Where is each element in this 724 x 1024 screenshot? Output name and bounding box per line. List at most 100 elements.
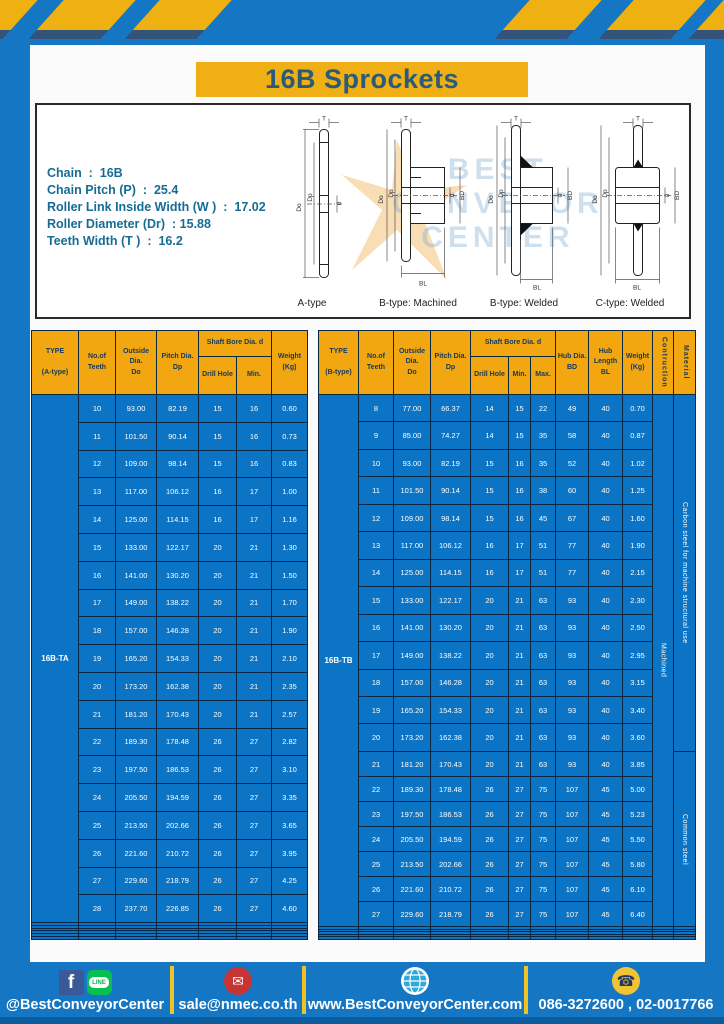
table-cell: 93 [555,586,590,615]
table-cell: 165.20 [115,644,157,673]
table-cell: 40 [588,695,624,725]
svg-text:BL: BL [633,285,641,292]
hazard-stripe [502,0,606,30]
social-icons: f LINE [58,970,112,995]
empty-cell [430,936,471,940]
table-cell: 20 [198,671,237,701]
table-cell: 60 [555,476,590,505]
table-cell: 138.22 [156,588,199,618]
sprocket-b-machined-diagram: T Do Dp d BD BL [365,111,471,311]
type-cell: 16B-TA [31,393,79,924]
table-cell: 28 [78,894,116,924]
col-header-weight: Weight (Kg) [622,330,654,395]
footer-website-section: www.BestConveyorCenter.com [306,964,524,1016]
col-header-min: Min. [508,356,531,395]
table-cell: 1.70 [271,588,308,618]
table-row: 28 237.70 226.85 26 27 4.60 [32,894,308,924]
table-cell: 181.20 [393,751,431,778]
table-cell: 52 [555,448,590,478]
table-cell: 40 [588,558,624,588]
table-row: 21 181.20 170.43 20 21 63 93 40 3.85 Common steel [319,751,697,928]
svg-text:d: d [664,193,671,197]
table-cell: 20 [470,641,509,670]
hazard-stripe [36,0,140,30]
table-cell: 40 [588,393,624,423]
table-cell: 75 [529,801,557,828]
col-header-teeth: No.of Teeth [78,330,116,395]
table-cell: 11 [78,421,116,451]
table-cell: 49 [555,393,590,423]
table-cell: 77 [555,531,590,560]
table-cell: 26 [198,783,237,812]
footer-phone-section: ☎ 086-3272600 , 02-0017766 [528,964,724,1016]
col-header-outside-dia: Outside Dia. Do [393,330,431,395]
table-cell: 109.00 [115,449,157,479]
empty-row [318,928,697,933]
empty-cell [78,935,116,941]
table-cell: 170.43 [430,751,471,778]
table-cell: 0.60 [271,394,308,423]
table-cell: 45 [529,503,557,533]
table-cell: 26 [470,801,509,828]
table-cell: 18 [358,668,394,697]
spec-line: Roller Link Inside Width (W ) : 17.02 [47,200,266,214]
material-cell: Carbon steel for machine structural use [673,393,697,753]
website-text[interactable]: www.BestConveyorCenter.com [307,997,523,1013]
table-cell: 35 [529,448,557,478]
col-header-drill-hole: Drill Hole [198,356,237,395]
empty-cell [470,936,509,940]
table-cell: 2.15 [622,558,654,588]
table-cell: 75 [529,776,557,803]
phone-numbers[interactable]: 086-3272600 , 02-0017766 [538,997,714,1013]
table-cell: 125.00 [115,505,157,534]
table-cell: 106.12 [430,531,471,560]
table-cell: 27 [236,755,272,785]
table-cell: 75 [529,826,557,853]
table-cell: 63 [529,668,557,697]
table-cell: 93 [555,723,590,753]
phone-icon[interactable]: ☎ [612,967,640,995]
table-cell: 98.14 [430,503,471,533]
table-cell: 66.37 [430,393,471,423]
spec-line: Roller Diameter (Dr) : 15.88 [47,217,211,231]
svg-text:T: T [404,116,408,123]
table-cell: 109.00 [393,503,431,533]
table-cell: 213.50 [115,810,157,840]
contact-footer: f LINE @BestConveyorCenter ✉ sale@nmec.c… [0,962,724,1024]
table-cell: 23 [78,755,116,785]
table-cell: 27 [508,851,531,878]
svg-text:Dp: Dp [498,189,505,198]
table-cell: 5.23 [622,801,654,828]
table-row: 25 213.50 202.66 26 27 3.65 [32,810,308,840]
col-header-teeth: No.of Teeth [358,330,394,395]
footer-email-section: ✉ sale@nmec.co.th [174,964,302,1016]
col-header-pitch-dia: Pitch Dia. Dp [156,330,199,395]
table-cell: 26 [198,838,237,868]
table-cell: 6.10 [622,876,654,903]
chain-specs: Chain : 16B Chain Pitch (P) : 25.4 Rolle… [47,165,266,250]
table-cell: 107 [555,876,590,903]
col-header-drill-hole: Drill Hole [470,356,509,395]
table-cell: 16 [236,394,272,423]
table-cell: 21 [508,723,531,753]
table-cell: 15 [508,393,531,423]
line-icon[interactable]: LINE [86,970,112,995]
svg-text:Do: Do [488,195,495,204]
table-cell: 10 [78,394,116,423]
table-cell: 226.85 [156,894,199,924]
globe-icon[interactable] [401,967,429,995]
email-text[interactable]: sale@nmec.co.th [178,997,298,1013]
table-row: 9 85.00 74.27 14 15 35 58 40 0.87 [319,421,696,450]
mail-icon[interactable]: ✉ [224,967,252,995]
svg-text:BL: BL [533,285,541,292]
table-cell: 6.40 [622,901,654,928]
social-handle[interactable]: @BestConveyorCenter [5,997,165,1013]
sprocket-c-welded-diagram: T Do Dp d BD [577,111,683,311]
empty-row [318,926,697,930]
empty-cell [652,936,675,940]
table-cell: 51 [529,531,557,560]
facebook-icon[interactable]: f [58,970,84,995]
table-cell: 194.59 [156,783,199,812]
table-cell: 15 [470,476,509,505]
table-cell: 27 [508,801,531,828]
